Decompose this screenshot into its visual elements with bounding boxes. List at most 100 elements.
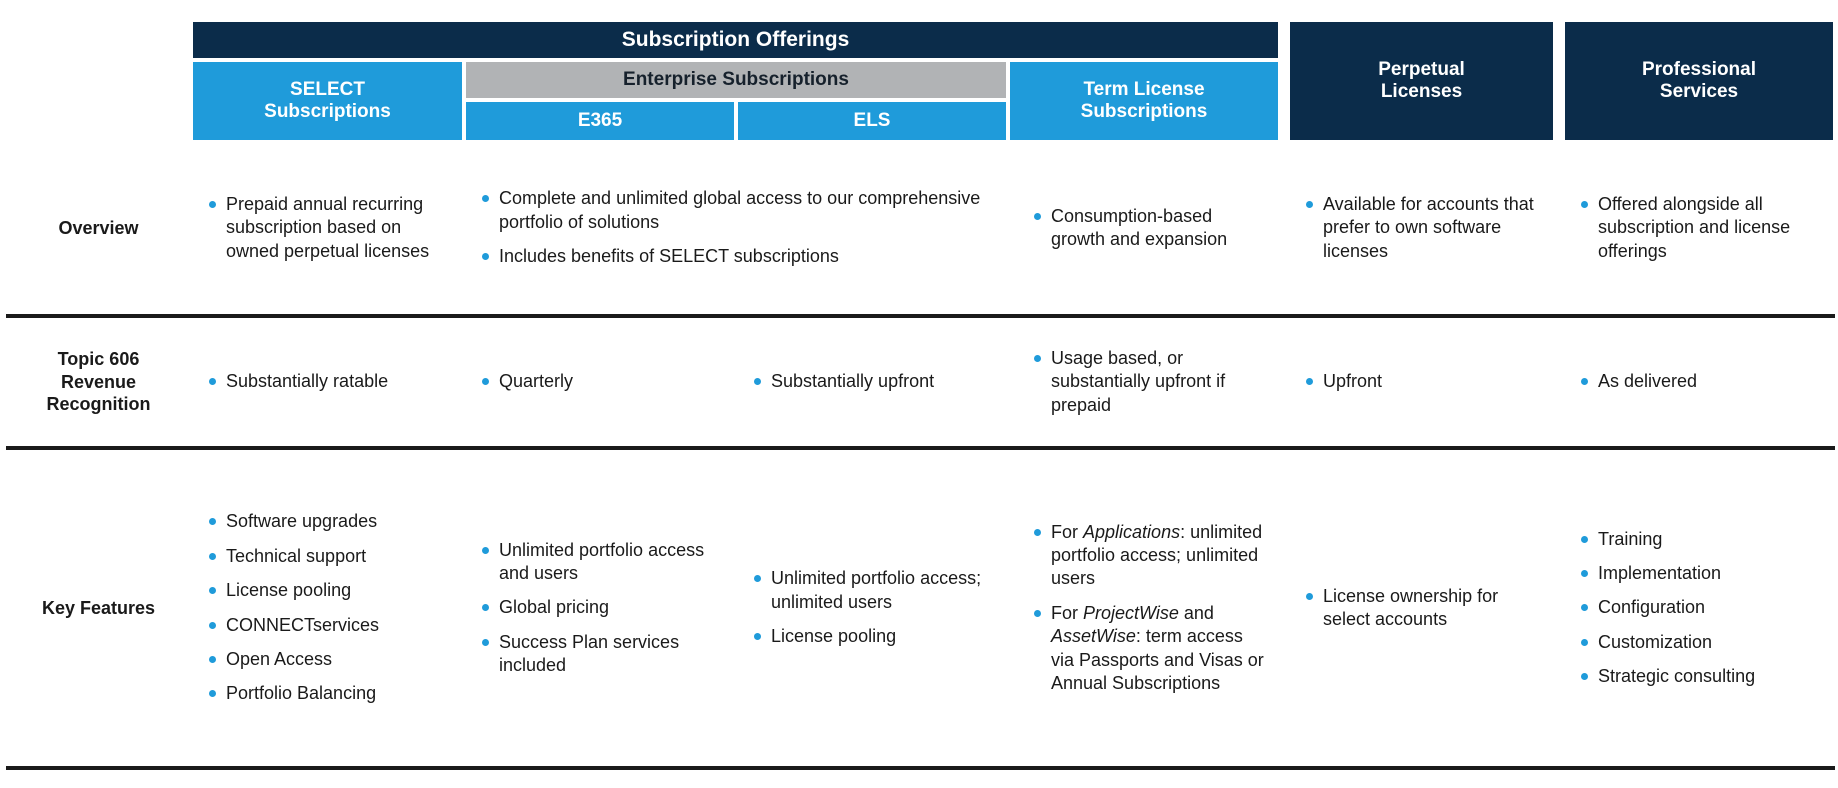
bullet-icon (209, 621, 216, 629)
header-subscription-offerings: Subscription Offerings (191, 20, 1280, 60)
bullet-item: Open Access (209, 648, 450, 671)
bullet-text: Quarterly (499, 371, 574, 392)
bullet-text: For ProjectWise and AssetWise: term acce… (1051, 602, 1264, 693)
bullet-text: Unlimited portfolio access; unlimited us… (771, 568, 982, 612)
bullet-item: Substantially upfront (754, 370, 994, 393)
offerings-table: Subscription Offerings SELECT Subscripti… (6, 20, 1838, 770)
bullet-item: Complete and unlimited global access to … (482, 187, 994, 234)
bullet-item: Offered alongside all subscription and l… (1581, 193, 1821, 263)
bullet-item: Includes benefits of SELECT subscription… (482, 245, 994, 268)
header-label: Subscription Offerings (621, 27, 850, 51)
bullet-icon (482, 604, 489, 612)
bullet-text: License pooling (226, 580, 352, 601)
cell-features-els: Unlimited portfolio access; unlimited us… (736, 450, 1008, 766)
bullet-text: CONNECTservices (226, 614, 380, 635)
cell-revenue-e365: Quarterly (464, 318, 736, 446)
row-label-text: Overview (58, 217, 139, 238)
bullet-text: Usage based, or substantially upfront if… (1051, 347, 1226, 415)
bullet-icon (482, 195, 489, 203)
bullet-text: Implementation (1598, 562, 1722, 583)
bullet-text: As delivered (1598, 371, 1698, 392)
bullet-icon (1581, 569, 1588, 577)
bullet-item: Global pricing (482, 596, 722, 619)
bullet-item: Success Plan services included (482, 631, 722, 678)
cell-revenue-term-license: Usage based, or substantially upfront if… (1008, 318, 1280, 446)
bullet-icon (209, 518, 216, 526)
bullet-icon (1306, 592, 1313, 600)
header-els: ELS (736, 100, 1008, 142)
cell-revenue-select: Substantially ratable (191, 318, 464, 446)
header-e365: E365 (464, 100, 736, 142)
bullet-item: Available for accounts that prefer to ow… (1306, 193, 1541, 263)
header-enterprise-subscriptions: Enterprise Subscriptions (464, 60, 1008, 100)
row-label-text: Topic 606 Revenue Recognition (46, 349, 151, 415)
header-label: Perpetual Licenses (1378, 58, 1465, 102)
bullet-text: Software upgrades (226, 511, 378, 532)
bullet-item: Strategic consulting (1581, 665, 1821, 688)
bullet-item: Substantially ratable (209, 370, 450, 393)
header-perpetual-licenses: Perpetual Licenses (1288, 20, 1555, 142)
bullet-text: Success Plan services included (499, 631, 680, 676)
row-label-key-features: Key Features (6, 450, 191, 766)
bullet-item: Training (1581, 528, 1821, 551)
bullet-item: Consumption-based growth and expansion (1034, 205, 1266, 252)
bullet-item: License pooling (754, 625, 994, 648)
header-label: ELS (853, 109, 891, 131)
header-label: Enterprise Subscriptions (623, 68, 849, 90)
bullet-icon (209, 655, 216, 663)
header-label: SELECT Subscriptions (264, 78, 391, 122)
bullet-text: Substantially ratable (226, 371, 389, 392)
bullet-icon (1034, 212, 1041, 220)
bullet-icon (1306, 378, 1313, 386)
bullet-text: Strategic consulting (1598, 666, 1756, 687)
bullet-icon (209, 690, 216, 698)
bullet-item: Unlimited portfolio access; unlimited us… (754, 567, 994, 614)
bullet-item: License pooling (209, 579, 450, 602)
cell-overview-perpetual: Available for accounts that prefer to ow… (1288, 142, 1555, 314)
bullet-item: Technical support (209, 545, 450, 568)
bullet-icon (1034, 528, 1041, 536)
cell-overview-professional: Offered alongside all subscription and l… (1563, 142, 1835, 314)
bullet-icon (482, 378, 489, 386)
bullet-text: Training (1598, 528, 1663, 549)
bullet-item: For Applications: unlimited portfolio ac… (1034, 521, 1266, 591)
bullet-icon (209, 587, 216, 595)
bullet-text: License ownership for select accounts (1323, 585, 1499, 629)
header-term-license-subscriptions: Term License Subscriptions (1008, 60, 1280, 142)
table-bottom-rule (6, 766, 1835, 770)
row-label-overview: Overview (6, 142, 191, 314)
bullet-item: Software upgrades (209, 510, 450, 533)
bullet-item: As delivered (1581, 370, 1821, 393)
bullet-text: Offered alongside all subscription and l… (1598, 193, 1791, 261)
bullet-icon (1034, 609, 1041, 617)
header-label: E365 (577, 109, 623, 131)
cell-features-e365: Unlimited portfolio access and users Glob… (464, 450, 736, 766)
bullet-text: For Applications: unlimited portfolio ac… (1051, 521, 1263, 589)
bullet-text: Prepaid annual recurring subscription ba… (226, 193, 430, 261)
row-label-revenue-recognition: Topic 606 Revenue Recognition (6, 318, 191, 446)
cell-revenue-els: Substantially upfront (736, 318, 1008, 446)
bullet-icon (1581, 200, 1588, 208)
bullet-item: Usage based, or substantially upfront if… (1034, 347, 1266, 417)
bullet-icon (1034, 354, 1041, 362)
cell-features-select: Software upgrades Technical support Licens… (191, 450, 464, 766)
header-select-subscriptions: SELECT Subscriptions (191, 60, 464, 142)
bullet-item: For ProjectWise and AssetWise: term acce… (1034, 602, 1266, 696)
bullet-icon (1306, 200, 1313, 208)
bullet-icon (1581, 638, 1588, 646)
cell-overview-enterprise: Complete and unlimited global access to … (464, 142, 1008, 314)
bullet-text: Configuration (1598, 597, 1706, 618)
bullet-item: Prepaid annual recurring subscription ba… (209, 193, 450, 263)
bullet-item: Implementation (1581, 562, 1821, 585)
bullet-item: Unlimited portfolio access and users (482, 539, 722, 586)
bullet-text: Technical support (226, 545, 367, 566)
bullet-text: Portfolio Balancing (226, 683, 377, 704)
bullet-icon (754, 575, 761, 583)
bullet-text: Unlimited portfolio access and users (499, 539, 705, 583)
bullet-text: Consumption-based growth and expansion (1051, 205, 1228, 249)
cell-revenue-professional: As delivered (1563, 318, 1835, 446)
header-label: Professional Services (1641, 58, 1757, 102)
bullet-icon (1581, 673, 1588, 681)
bullet-text: Substantially upfront (771, 371, 935, 392)
bullet-item: Quarterly (482, 370, 722, 393)
